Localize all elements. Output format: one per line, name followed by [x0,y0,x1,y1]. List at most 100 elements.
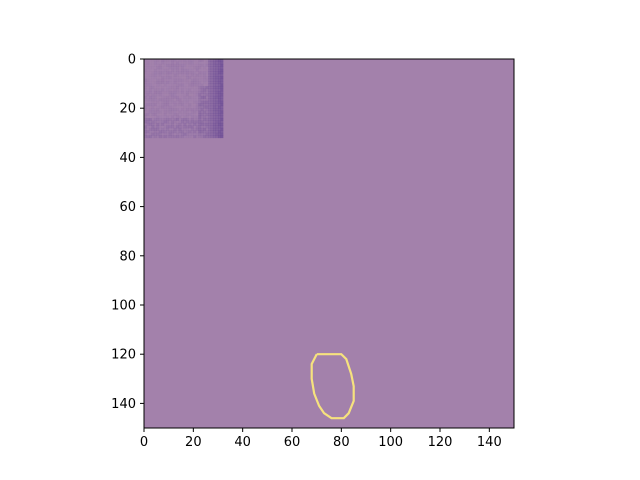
patch-cell [161,66,165,70]
patch-cell [200,100,204,104]
patch-cell [213,73,216,77]
patch-cell [164,89,167,92]
patch-cell [149,61,152,64]
patch-cell [213,125,216,129]
patch-cell [193,110,197,114]
patch-cell [188,73,192,77]
patch-cell [163,61,167,65]
patch-cell [215,135,219,139]
patch-cell [195,95,199,99]
patch-cell [185,76,189,80]
patch-cell [148,125,152,129]
patch-cell [203,73,207,77]
patch-cell [163,71,167,75]
patch-cell [208,63,211,67]
patch-cell [183,76,186,79]
patch-cell [151,105,155,109]
patch-cell [168,71,172,75]
patch-cell [178,100,182,104]
patch-cell [173,135,177,139]
patch-cell [181,93,184,97]
patch-cell [220,81,224,84]
patch-cell [181,90,184,94]
patch-cell [158,78,162,82]
patch-cell [193,105,197,109]
patch-cell [183,130,187,134]
patch-cell [149,74,152,77]
patch-cell [173,83,177,87]
patch-cell [161,98,165,102]
patch-cell [205,125,209,129]
patch-cell [191,76,194,79]
patch-cell [161,135,165,139]
patch-cell [146,95,150,99]
patch-cell [181,127,184,131]
patch-cell [146,113,150,116]
patch-cell [176,76,179,80]
patch-cell [146,122,150,126]
patch-cell [144,103,147,107]
patch-cell [166,115,170,119]
patch-cell [173,100,177,104]
patch-cell [176,63,179,67]
patch-cell [218,61,221,65]
patch-cell [203,66,207,70]
patch-cell [218,98,221,102]
patch-cell [208,105,211,109]
patch-cell [154,106,157,109]
patch-cell [183,59,187,62]
patch-cell [176,83,179,87]
patch-cell [153,90,157,94]
patch-cell [163,98,167,102]
patch-cell [218,100,221,104]
patch-cell [178,103,182,107]
patch-cell [171,100,174,104]
patch-cell [203,98,207,102]
patch-cell [168,135,172,139]
patch-cell [213,83,216,87]
patch-cell [203,113,207,116]
patch-cell [201,69,204,72]
patch-cell [161,93,164,96]
patch-cell [148,83,152,87]
patch-cell [144,71,147,75]
patch-cell [215,88,219,92]
patch-cell [183,71,187,75]
patch-cell [181,59,184,62]
patch-cell [176,61,179,65]
patch-cell [213,108,216,112]
patch-cell [176,101,179,104]
patch-cell [173,115,177,119]
patch-cell [144,130,147,134]
patch-cell [195,73,199,77]
patch-cell [188,127,192,131]
patch-cell [190,110,194,114]
patch-cell [218,110,221,114]
patch-cell [151,76,155,80]
patch-cell [220,115,224,119]
patch-cell [153,135,157,139]
patch-cell [200,76,204,80]
patch-cell [188,116,191,119]
patch-cell [168,125,172,129]
patch-cell [208,108,211,112]
patch-cell [188,93,191,96]
patch-cell [179,106,182,109]
patch-cell [171,66,174,70]
patch-cell [163,118,167,121]
patch-cell [215,68,219,72]
patch-cell [200,105,204,109]
patch-cell [171,132,174,136]
patch-cell [205,95,209,99]
patch-cell [163,105,167,109]
patch-cell [158,68,162,72]
patch-cell [173,66,177,70]
patch-cell [153,76,157,80]
patch-cell [218,66,221,70]
patch-cell [181,83,184,87]
patch-cell [220,120,224,124]
patch-cell [181,125,184,129]
patch-cell [151,61,154,64]
patch-cell [208,115,211,119]
patch-cell [176,135,179,139]
